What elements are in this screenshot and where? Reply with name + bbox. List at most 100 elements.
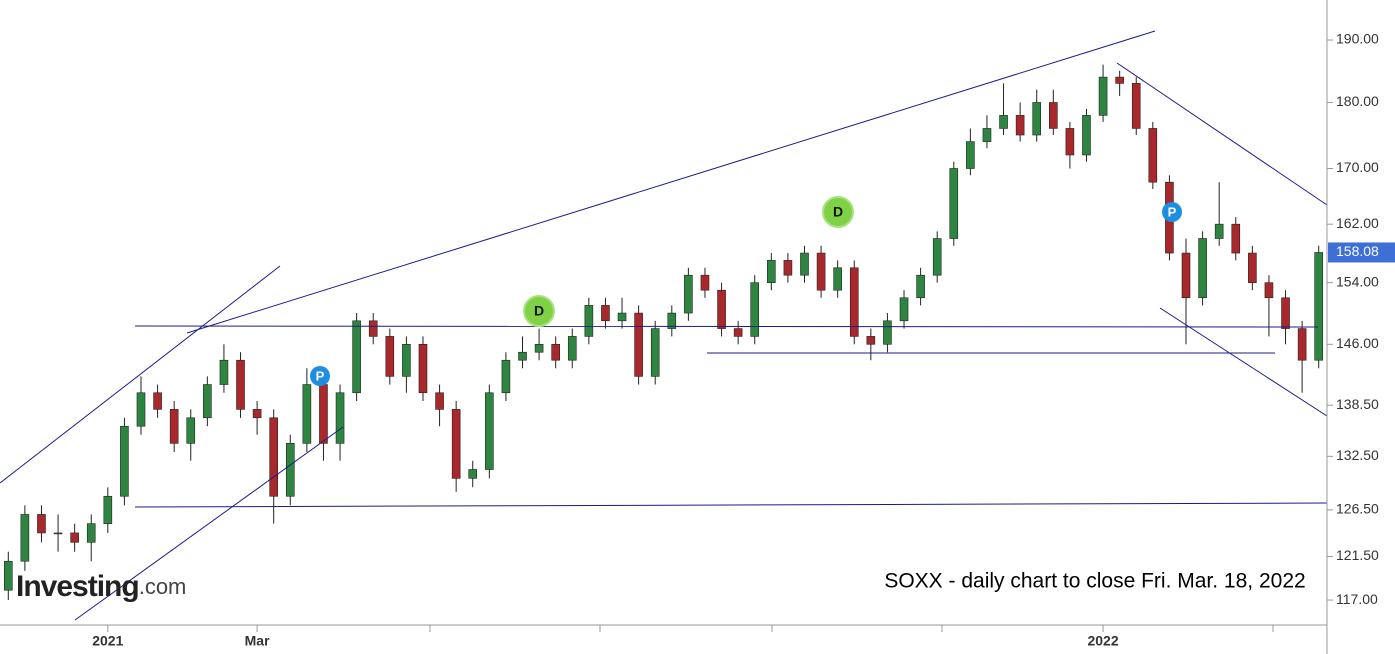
candle-body <box>1214 223 1224 239</box>
candle-body <box>86 523 96 543</box>
candle-body <box>120 425 129 497</box>
last-price-box <box>1328 242 1395 263</box>
candle-body <box>53 532 63 535</box>
y-tick-label: 170.00 <box>1336 159 1379 175</box>
candle-body <box>833 267 842 291</box>
trendline <box>134 325 1319 328</box>
candle-body <box>1264 282 1274 299</box>
candle-body <box>186 417 196 444</box>
marker-circle <box>523 295 555 327</box>
y-tick-label: 180.00 <box>1336 93 1379 109</box>
candle-body <box>816 252 826 291</box>
candle-body <box>468 469 478 479</box>
candle-body <box>368 320 378 337</box>
y-tick-label: 117.00 <box>1336 591 1378 607</box>
marker-circle <box>1162 202 1182 222</box>
trendline <box>134 502 1328 508</box>
candle-body <box>567 336 577 361</box>
candle-body <box>1082 115 1091 156</box>
marker-label: D <box>534 303 544 319</box>
candle-body <box>966 141 975 169</box>
candle-body <box>1181 252 1191 299</box>
candle-body <box>667 312 677 329</box>
candle-body <box>1297 328 1307 361</box>
candle-body <box>3 560 13 591</box>
candle-body <box>949 168 959 239</box>
candle-body <box>269 417 278 497</box>
candle-body <box>1015 115 1025 136</box>
candle-body <box>1049 102 1058 129</box>
candle-body <box>866 336 876 345</box>
candle-body <box>1314 252 1324 361</box>
candle-body <box>335 392 345 444</box>
candle-body <box>302 384 312 444</box>
candle-body <box>700 274 710 291</box>
candle-body <box>584 305 594 337</box>
candle-body <box>136 392 146 427</box>
trendline <box>1159 307 1328 417</box>
candle-body <box>750 282 760 337</box>
marker-label: D <box>833 204 843 220</box>
candle-body <box>733 328 743 337</box>
candle-body <box>518 351 527 361</box>
candle-body <box>169 409 179 444</box>
y-tick-label: 132.50 <box>1336 447 1379 463</box>
y-tick-label: 190.00 <box>1336 31 1379 47</box>
logo-main: Investing <box>16 570 139 603</box>
trendlines <box>0 30 1328 621</box>
logo: Investing.com <box>16 570 186 603</box>
marker-circle <box>310 366 330 386</box>
candle-body <box>551 343 560 361</box>
candle-body <box>402 343 411 377</box>
candle-body <box>37 514 46 534</box>
candle-body <box>103 495 113 524</box>
candle-body <box>20 514 30 562</box>
y-tick-label: 121.50 <box>1336 547 1379 563</box>
markers: P D D P <box>310 196 1182 386</box>
candle-body <box>634 312 643 377</box>
x-tick-label: 2021 <box>92 633 123 649</box>
candle-body <box>601 305 610 322</box>
y-tick-label: 146.00 <box>1336 335 1379 351</box>
candle-body <box>1198 238 1207 299</box>
candle-body <box>219 359 229 385</box>
marker-circle <box>822 196 854 228</box>
candle-body <box>1281 297 1290 329</box>
candle-body <box>451 409 461 479</box>
candle-body <box>319 384 328 444</box>
x-tick-label: Mar <box>245 633 270 649</box>
y-tick-label: 162.00 <box>1336 215 1379 231</box>
x-tick-label: 2022 <box>1087 633 1118 649</box>
y-tick-label: 126.50 <box>1336 501 1379 517</box>
candle-body <box>1248 252 1257 283</box>
candle-body <box>767 260 776 283</box>
candle-body <box>617 312 627 322</box>
candle-body <box>916 274 925 299</box>
candle-body <box>70 532 79 543</box>
candle-body <box>1115 76 1124 84</box>
y-tick-label: 154.00 <box>1336 273 1379 289</box>
y-tick-label: 138.50 <box>1336 396 1379 412</box>
trendline <box>74 426 344 621</box>
candle-body <box>153 392 162 410</box>
trendline <box>0 265 281 484</box>
candle-body <box>717 289 726 329</box>
candle-body <box>783 260 793 276</box>
candle-body <box>1148 128 1158 183</box>
trendline <box>1116 62 1328 206</box>
candle-body <box>285 443 295 497</box>
candle-body <box>849 267 859 337</box>
candle-body <box>385 336 395 377</box>
candle-body <box>999 115 1008 129</box>
candles <box>3 64 1324 601</box>
candle-body <box>1098 76 1108 116</box>
candle-body <box>352 320 361 394</box>
candle-body <box>800 252 809 276</box>
candle-body <box>534 343 544 353</box>
candle-body <box>932 238 942 276</box>
marker-label: P <box>1168 204 1177 219</box>
candle-body <box>203 384 212 419</box>
candle-body <box>982 128 992 142</box>
